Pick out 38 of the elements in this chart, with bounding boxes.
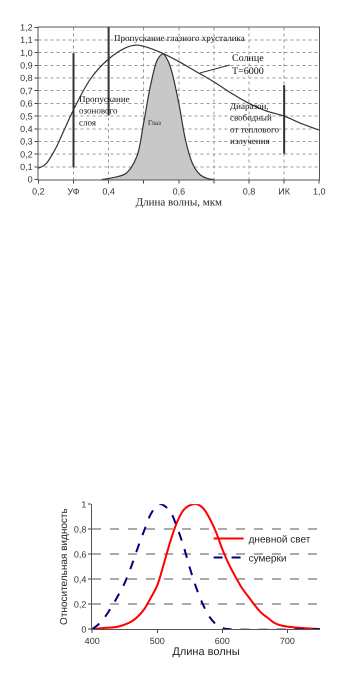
y-tick-label: 0,4: [74, 574, 86, 584]
y-tick-label: 0,2: [20, 149, 33, 160]
y-tick-label: 0,8: [20, 73, 33, 84]
x-tick-label: ИК: [278, 186, 291, 196]
ref-line-label: Пропускание глазного хрусталика: [114, 33, 245, 43]
legend-label: сумерки: [248, 553, 286, 564]
x-tick-label: 0,6: [172, 186, 186, 196]
x-tick-label: 0,4: [102, 186, 115, 196]
y-tick-label: 1,2: [20, 22, 33, 32]
y-tick-label: 0,4: [20, 124, 33, 134]
x-axis-title: Длина волны, мкм: [136, 196, 222, 209]
y-axis-title: Относительная видность: [58, 508, 70, 625]
y-tick-label: 0,5: [20, 111, 33, 122]
x-tick-label: УФ: [67, 186, 80, 196]
x-tick-label: 700: [280, 636, 295, 646]
x-tick-label: 1,0: [312, 186, 326, 196]
y-tick-label: 0,1: [20, 162, 33, 172]
x-tick-label: 500: [150, 636, 165, 646]
y-tick-label: 0: [81, 624, 86, 634]
y-tick-label: 1: [81, 499, 86, 510]
x-tick-label: 0,8: [242, 186, 256, 196]
y-tick-label: 0,6: [20, 98, 33, 109]
y-tick-label: 0: [28, 174, 33, 185]
line-series: [92, 504, 320, 630]
y-tick-label: 0,9: [20, 60, 33, 71]
y-tick-label: 1,1: [20, 35, 33, 46]
y-tick-label: 0,8: [74, 524, 86, 534]
y-tick-label: 0,3: [20, 136, 33, 147]
y-tick-label: 0,6: [74, 549, 86, 560]
x-axis-title: Длина волны: [172, 646, 240, 658]
legend-label: дневной свет: [248, 534, 311, 546]
y-tick-label: 0,2: [74, 599, 86, 610]
y-tick-label: 1,0: [20, 48, 33, 58]
x-tick-label: 0,2: [32, 186, 45, 196]
annotation: Солнце T=6000: [232, 53, 264, 77]
x-tick-label: 600: [214, 636, 230, 646]
y-tick-label: 0,7: [20, 86, 33, 96]
x-tick-label: 400: [84, 636, 100, 646]
